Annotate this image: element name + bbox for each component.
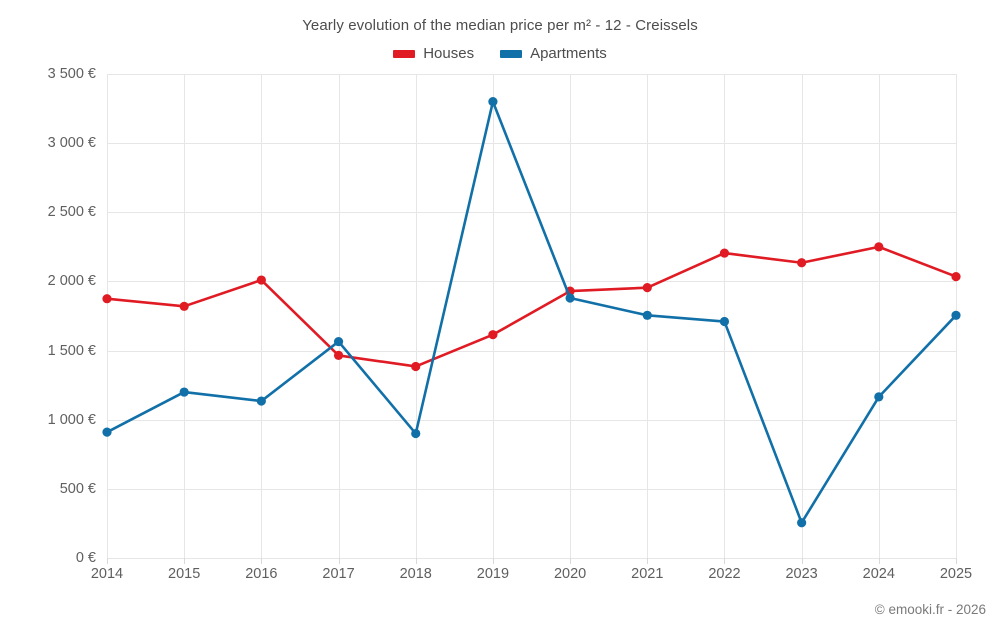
x-axis-tick [956,558,957,564]
x-axis-tick [801,558,803,564]
legend-swatch-apartments [500,49,523,58]
data-point-marker[interactable] [179,301,189,311]
x-axis-tick [492,558,494,564]
y-axis-tick-label: 2 500 € [47,204,96,221]
x-axis-tick [184,558,186,564]
data-point-marker[interactable] [951,271,961,282]
gridline-vertical [261,74,263,558]
x-axis-tick [724,558,726,564]
data-point-marker[interactable] [256,275,266,285]
gridline-vertical [570,74,572,558]
data-point-marker[interactable] [719,316,730,327]
x-axis-tick [878,558,880,564]
legend-swatch-houses [393,49,416,58]
gridline-vertical [492,74,494,558]
x-axis-tick-label: 2017 [322,566,355,582]
chart-title: Yearly evolution of the median price per… [302,17,698,34]
x-axis-tick [107,558,108,564]
plot-area [107,74,957,559]
legend-label-houses: Houses [423,45,475,62]
gridline-horizontal [107,212,956,214]
data-point-marker[interactable] [411,428,421,439]
data-point-marker[interactable] [102,294,112,304]
y-axis-tick-label: 500 € [59,480,96,497]
gridline-vertical [338,74,340,558]
series-line [105,100,958,525]
gridline-horizontal [107,558,956,559]
gridline-vertical [724,74,726,558]
x-axis-tick [647,558,649,564]
data-point-marker[interactable] [951,310,961,320]
x-axis-tick [570,558,572,564]
data-point-marker[interactable] [874,392,884,402]
data-point-marker[interactable] [411,361,421,372]
y-axis-tick-label: 0 € [75,550,96,566]
data-point-marker[interactable] [488,97,498,107]
x-axis-tick-label: 2022 [708,566,741,582]
x-axis-tick [261,558,263,564]
x-axis-tick-label: 2023 [785,566,818,582]
y-axis-tick-label: 3 000 € [47,135,96,152]
gridline-horizontal [107,488,956,490]
y-axis-tick-label: 1 500 € [47,342,96,359]
x-axis-tick-label: 2015 [168,566,201,582]
x-axis-tick-label: 2021 [631,566,664,582]
data-point-marker[interactable] [488,330,498,340]
data-point-marker[interactable] [179,387,189,397]
gridline-vertical [107,74,108,558]
y-axis-tick-label: 2 000 € [47,273,96,290]
data-point-marker[interactable] [642,283,652,293]
data-point-marker[interactable] [256,396,266,406]
data-point-marker[interactable] [797,518,807,528]
series-line [105,245,958,368]
gridline-horizontal [107,350,956,352]
gridline-vertical [801,74,803,558]
x-axis-tick-label: 2020 [553,566,587,582]
chart-legend: Houses Apartments [0,45,1000,62]
y-axis-tick-label: 3 500 € [47,66,96,82]
gridline-horizontal [107,419,956,421]
legend-item-houses[interactable]: Houses [393,45,474,62]
y-axis-tick-label: 1 000 € [47,411,96,428]
legend-item-apartments[interactable]: Apartments [500,45,607,62]
gridline-horizontal [107,281,956,283]
legend-label-apartments: Apartments [530,45,607,62]
data-point-marker[interactable] [565,293,575,303]
x-axis-tick-label: 2016 [245,566,278,582]
gridline-vertical [878,74,880,558]
x-axis-tick-label: 2014 [90,566,124,582]
data-point-marker[interactable] [333,336,344,347]
series-apartments [102,97,961,528]
x-axis-tick [338,558,340,564]
x-axis-tick-label: 2019 [476,566,510,582]
x-axis-tick [415,558,417,564]
series-houses [102,242,961,372]
gridline-horizontal [107,143,956,145]
data-point-marker[interactable] [333,350,344,361]
data-point-marker[interactable] [797,258,807,268]
gridline-horizontal [107,74,956,75]
x-axis-tick-label: 2025 [939,566,973,582]
data-point-marker[interactable] [874,242,884,252]
copyright-credit: © emooki.fr - 2026 [874,602,986,617]
gridline-vertical [184,74,186,558]
y-axis-labels: 0 € 500 € 1 000 € 1 500 € 2 000 € 2 500 € 3 00… [0,0,96,625]
data-point-marker[interactable] [719,248,730,258]
data-point-marker[interactable] [102,427,112,437]
x-axis-tick-label: 2018 [399,566,432,582]
gridline-vertical [415,74,417,558]
data-point-marker[interactable] [642,310,652,320]
x-axis-tick-label: 2024 [862,566,895,582]
